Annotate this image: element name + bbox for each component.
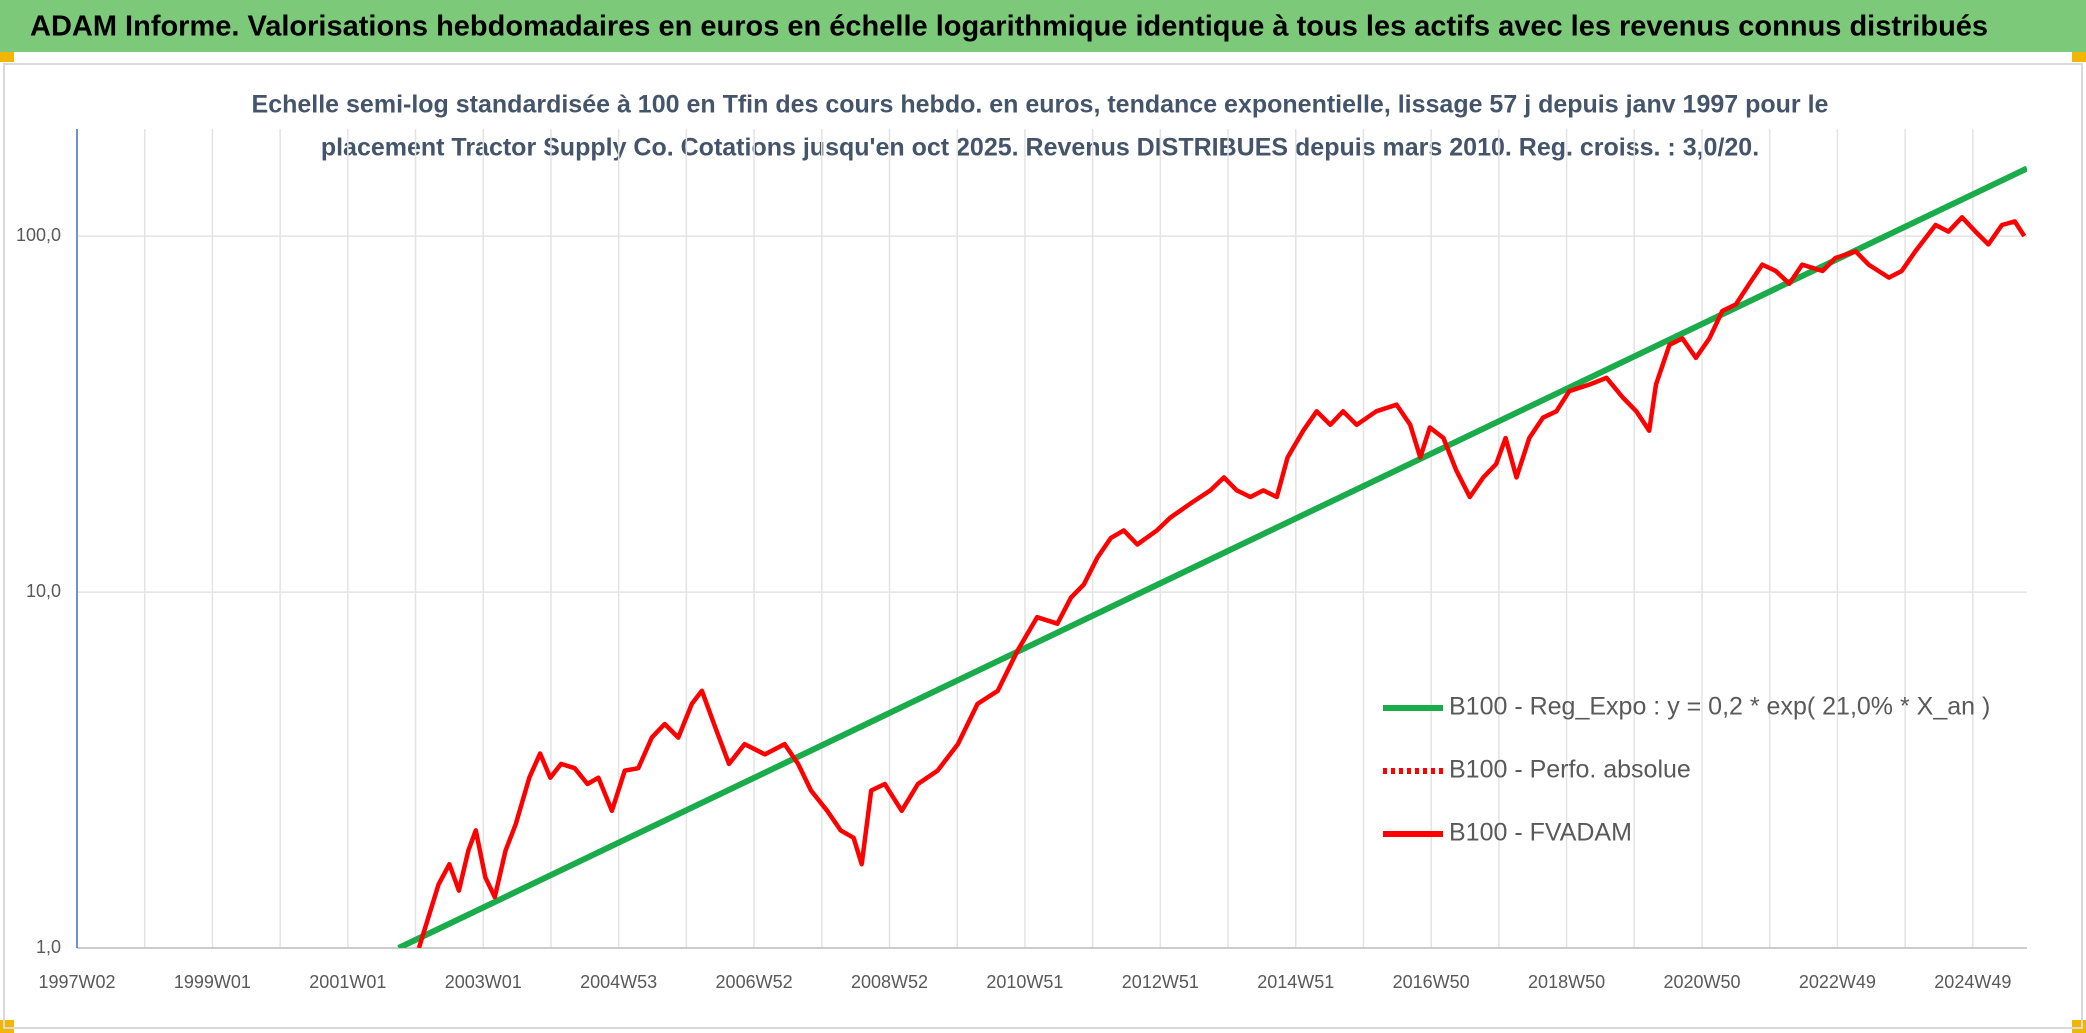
x-tick-label: 2024W49 bbox=[1934, 972, 2011, 992]
legend-label: B100 - Reg_Expo : y = 0,2 * exp( 21,0% *… bbox=[1449, 693, 1990, 721]
y-tick-label: 100,0 bbox=[16, 225, 61, 245]
y-tick-label: 1,0 bbox=[36, 937, 61, 957]
chart-subtitle: placement Tractor Supply Co. Cotations j… bbox=[321, 134, 1759, 162]
x-tick-label: 2016W50 bbox=[1393, 972, 1470, 992]
x-tick-label: 2020W50 bbox=[1663, 972, 1740, 992]
chart-frame bbox=[3, 63, 2083, 1029]
corner-mark bbox=[0, 52, 14, 62]
y-tick-label: 10,0 bbox=[26, 581, 61, 601]
corner-mark bbox=[2072, 1020, 2086, 1033]
chart-subtitle: Echelle semi-log standardisée à 100 en T… bbox=[252, 91, 1829, 119]
x-tick-label: 2018W50 bbox=[1528, 972, 1605, 992]
x-tick-label: 1997W02 bbox=[38, 972, 115, 992]
x-tick-label: 2003W01 bbox=[445, 972, 522, 992]
x-tick-label: 2014W51 bbox=[1257, 972, 1334, 992]
corner-mark bbox=[2072, 52, 2086, 62]
corner-mark bbox=[0, 1020, 14, 1033]
series-line bbox=[397, 165, 2027, 948]
x-tick-label: 2010W51 bbox=[986, 972, 1063, 992]
x-tick-label: 2006W52 bbox=[716, 972, 793, 992]
legend-label: B100 - Perfo. absolue bbox=[1449, 756, 1691, 784]
legend-label: B100 - FVADAM bbox=[1449, 819, 1632, 847]
chart-title: ADAM Informe. Valorisations hebdomadaire… bbox=[30, 11, 1988, 43]
title-bar bbox=[0, 0, 2086, 52]
x-tick-label: 1999W01 bbox=[174, 972, 251, 992]
x-tick-label: 2022W49 bbox=[1799, 972, 1876, 992]
x-tick-label: 2012W51 bbox=[1122, 972, 1199, 992]
x-tick-label: 2001W01 bbox=[309, 972, 386, 992]
series-line bbox=[416, 215, 2027, 948]
x-tick-label: 2004W53 bbox=[580, 972, 657, 992]
x-tick-label: 2008W52 bbox=[851, 972, 928, 992]
